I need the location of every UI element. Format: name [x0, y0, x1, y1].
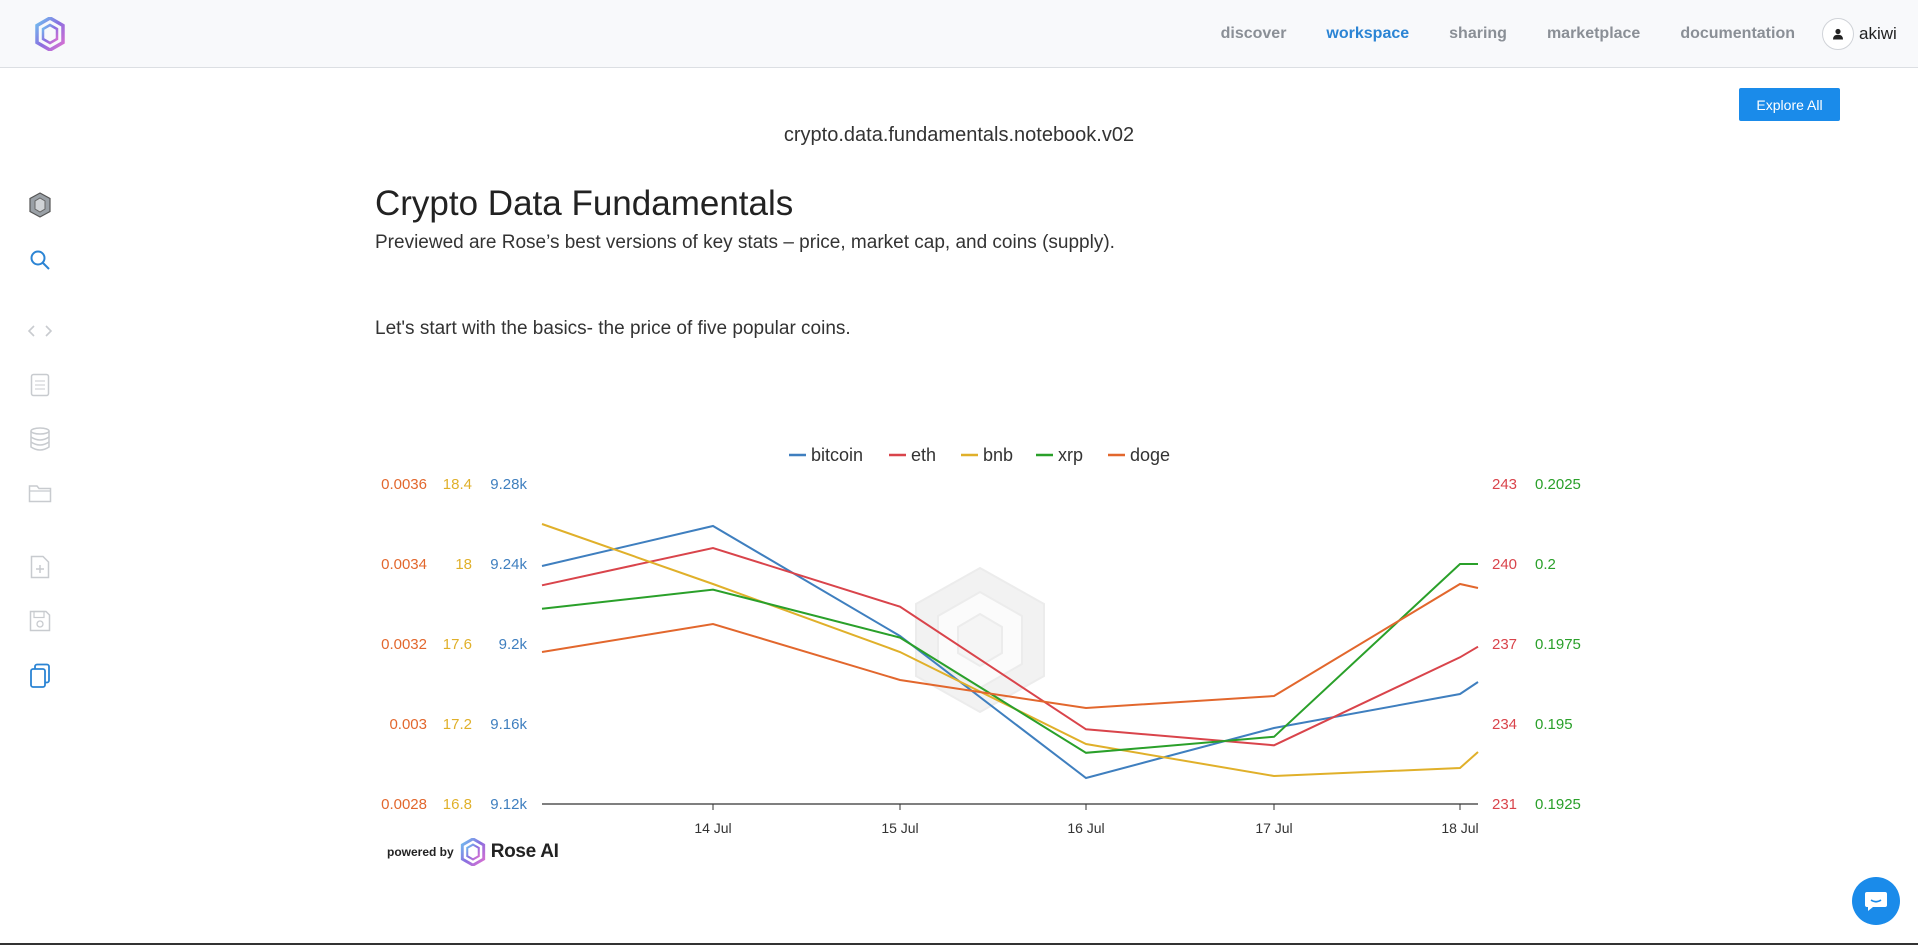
powered-by-label: powered by [387, 845, 454, 859]
powered-by-badge[interactable]: powered by Rose AI [387, 838, 559, 866]
nav-discover[interactable]: discover [1220, 25, 1287, 42]
right-axes: 243 240 237 234 231 0.2025 0.2 0.1975 0.195 0.192… [1492, 476, 1581, 813]
watermark-logo-icon [915, 566, 1045, 714]
bnb-axis-tick: 17.6 [443, 636, 472, 653]
bitcoin-axis-tick: 9.2k [499, 636, 528, 653]
bnb-axis-tick: 17.2 [443, 716, 472, 733]
top-nav-bar: discover workspace sharing marketplace d… [0, 0, 1918, 68]
bnb-axis-tick: 16.8 [443, 796, 472, 813]
search-icon[interactable] [25, 245, 55, 275]
series-lines [541, 523, 1479, 780]
left-axes: 0.0036 0.0034 0.0032 0.003 0.0028 18.4 18 17.6 1… [381, 476, 527, 813]
series-line-eth[interactable] [541, 546, 1479, 747]
page-bottom-border [0, 943, 1918, 945]
x-axis-tick-label: 17 Jul [1255, 820, 1292, 836]
eth-axis-tick: 237 [1492, 636, 1517, 653]
bnb-axis-tick: 18 [455, 556, 472, 573]
doge-axis-tick: 0.0036 [381, 476, 427, 493]
x-axis-tick-label: 15 Jul [881, 820, 918, 836]
nav-marketplace[interactable]: marketplace [1546, 25, 1641, 42]
xrp-axis-tick: 0.1975 [1535, 636, 1581, 653]
code-icon[interactable] [25, 316, 55, 346]
chat-icon [1865, 892, 1887, 911]
page-subtitle: Previewed are Rose’s best versions of ke… [375, 232, 1115, 253]
new-file-icon[interactable] [25, 552, 55, 582]
x-axis-tick-label: 18 Jul [1441, 820, 1478, 836]
doge-axis-tick: 0.003 [389, 716, 427, 733]
legend-label-doge[interactable]: doge [1130, 445, 1170, 465]
xrp-axis-tick: 0.2025 [1535, 476, 1581, 493]
bitcoin-axis-tick: 9.16k [490, 716, 527, 733]
eth-axis-tick: 231 [1492, 796, 1517, 813]
eth-axis-tick: 234 [1492, 716, 1517, 733]
bitcoin-axis-tick: 9.24k [490, 556, 527, 573]
page-title: Crypto Data Fundamentals [375, 184, 794, 223]
series-line-bnb[interactable] [541, 523, 1479, 778]
series-line-xrp[interactable] [541, 563, 1478, 754]
bitcoin-axis-tick: 9.12k [490, 796, 527, 813]
x-axis-tick-label: 14 Jul [694, 820, 731, 836]
legend-label-eth[interactable]: eth [911, 445, 936, 465]
save-icon[interactable] [25, 606, 55, 636]
nav-documentation[interactable]: documentation [1680, 25, 1795, 42]
nav-workspace[interactable]: workspace [1326, 25, 1410, 42]
legend-label-bitcoin[interactable]: bitcoin [811, 445, 863, 465]
main-nav: discover workspace sharing marketplace d… [1181, 0, 1795, 68]
rose-ai-logo-icon[interactable] [35, 15, 65, 53]
explore-all-button[interactable]: Explore All [1739, 88, 1840, 121]
rose-ai-small-logo-icon [460, 838, 485, 866]
chat-support-button[interactable] [1852, 877, 1900, 925]
nav-sharing[interactable]: sharing [1449, 25, 1507, 42]
rose-logo-icon[interactable] [25, 190, 55, 220]
bitcoin-axis-tick: 9.28k [490, 476, 527, 493]
database-icon[interactable] [25, 424, 55, 454]
xrp-axis-tick: 0.195 [1535, 716, 1573, 733]
document-icon[interactable] [25, 370, 55, 400]
xrp-axis-tick: 0.1925 [1535, 796, 1581, 813]
user-icon[interactable] [1822, 18, 1854, 50]
series-line-bitcoin[interactable] [541, 524, 1479, 780]
bnb-axis-tick: 18.4 [443, 476, 472, 493]
x-axis-tick-label: 16 Jul [1067, 820, 1104, 836]
notebook-title: crypto.data.fundamentals.notebook.v02 [783, 124, 1135, 146]
copy-icon[interactable] [25, 661, 55, 691]
folder-icon[interactable] [25, 478, 55, 508]
doge-axis-tick: 0.0034 [381, 556, 427, 573]
intro-paragraph: Let's start with the basics- the price o… [375, 318, 851, 339]
x-axis: 14 Jul 15 Jul 16 Jul 17 Jul 18 Jul [694, 804, 1479, 836]
series-line-doge[interactable] [541, 582, 1479, 710]
xrp-axis-tick: 0.2 [1535, 556, 1556, 573]
legend-label-xrp[interactable]: xrp [1058, 445, 1083, 465]
legend-label-bnb[interactable]: bnb [983, 445, 1013, 465]
eth-axis-tick: 240 [1492, 556, 1517, 573]
chart-legend: bitcoin eth bnb xrp doge [789, 445, 1170, 465]
eth-axis-tick: 243 [1492, 476, 1517, 493]
powered-by-brand: Rose AI [490, 841, 559, 862]
username[interactable]: akiwi [1859, 24, 1897, 43]
user-menu[interactable]: akiwi [1822, 17, 1897, 51]
doge-axis-tick: 0.0032 [381, 636, 427, 653]
doge-axis-tick: 0.0028 [381, 796, 427, 813]
